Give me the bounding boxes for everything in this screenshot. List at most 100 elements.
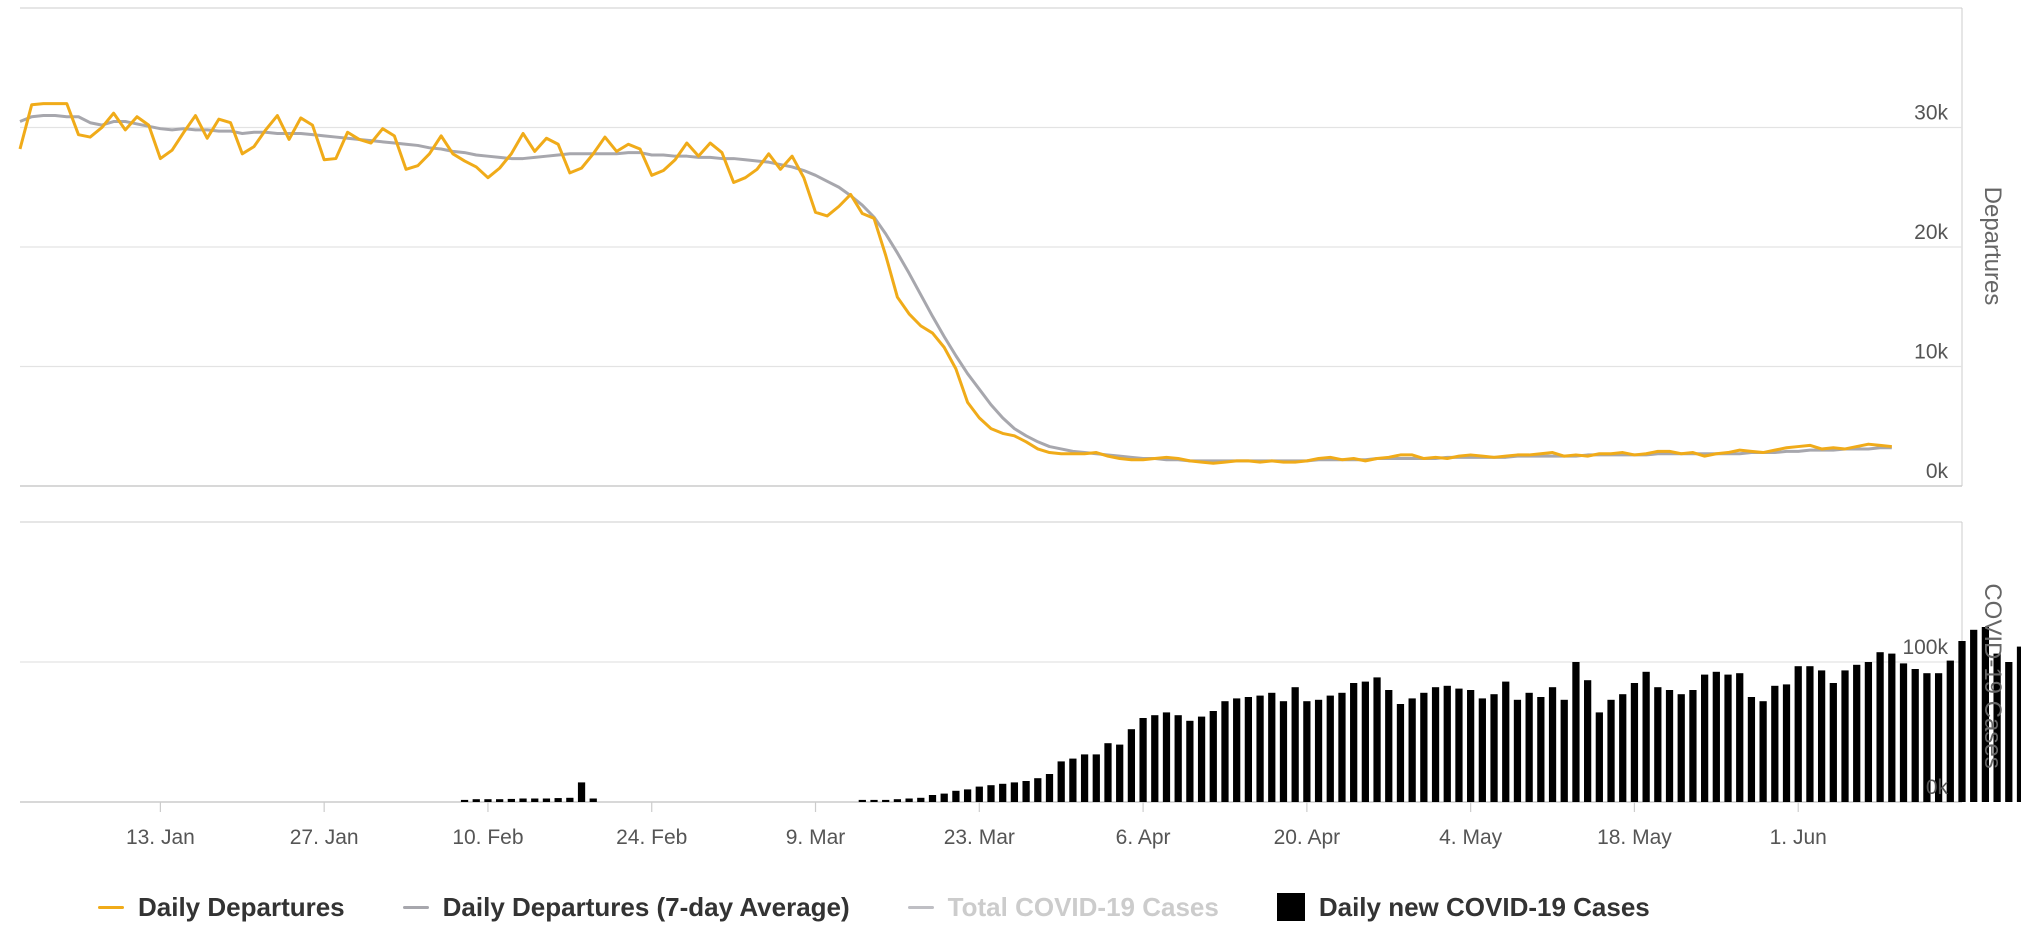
case-bar	[1373, 677, 1381, 802]
case-bar	[1899, 663, 1908, 802]
case-bar	[1619, 694, 1627, 802]
legend-item-daily-new-cases[interactable]: Daily new COVID-19 Cases	[1276, 892, 1650, 923]
x-tick-label: 1. Jun	[1770, 826, 1827, 849]
x-tick-label: 27. Jan	[290, 826, 359, 849]
case-bar	[1431, 687, 1440, 802]
case-bar	[928, 795, 937, 802]
case-bar	[1806, 666, 1814, 802]
case-bar	[1244, 697, 1252, 802]
legend: Daily Departures Daily Departures (7-day…	[0, 890, 2021, 924]
x-tick-label: 24. Feb	[616, 826, 687, 849]
case-bar	[1127, 729, 1136, 802]
case-bar	[1993, 653, 2001, 802]
case-bar	[1080, 754, 1089, 802]
case-bar	[1186, 720, 1194, 802]
case-bar	[1197, 716, 1206, 802]
x-tick-label: 9. Mar	[786, 826, 846, 849]
legend-item-7-day-average[interactable]: Daily Departures (7-day Average)	[402, 891, 850, 923]
x-tick-label: 20. Apr	[1274, 826, 1341, 849]
y-tick-labels: 0k 10k 20k 30k 0k 100k	[1902, 102, 1948, 800]
series-line-7-day-average	[19, 114, 1892, 463]
case-bar	[1934, 673, 1943, 802]
case-bar	[1572, 662, 1580, 802]
case-bar	[2016, 646, 2021, 802]
case-bar	[1092, 754, 1100, 802]
case-bar	[1747, 697, 1756, 802]
case-bar	[1174, 715, 1182, 802]
y-tick-label: 0k	[1926, 460, 1949, 483]
case-bar	[1981, 627, 1990, 802]
legend-item-daily-departures[interactable]: Daily Departures	[98, 892, 345, 923]
case-bar	[1408, 698, 1416, 802]
case-bar	[870, 799, 878, 802]
case-bar	[1689, 690, 1697, 802]
departures-axis-title: Departures	[1979, 187, 2006, 306]
case-bar	[1876, 652, 1884, 802]
case-bar	[1794, 666, 1802, 802]
case-bar	[882, 799, 890, 802]
case-bar	[1525, 692, 1533, 802]
case-bar	[999, 783, 1007, 802]
case-bar	[1478, 698, 1486, 802]
case-bar	[1139, 718, 1147, 802]
case-bar	[507, 798, 515, 802]
legend-box-icon	[1276, 893, 1305, 921]
case-bar	[1338, 692, 1346, 802]
legend-item-total-cases[interactable]: Total COVID-19 Cases	[907, 891, 1219, 923]
case-bar	[1923, 673, 1931, 802]
case-bar	[1560, 699, 1568, 802]
case-bar	[1350, 683, 1358, 802]
case-bar	[1361, 681, 1369, 802]
case-bar	[1314, 699, 1323, 802]
case-bar	[531, 798, 539, 802]
case-bar	[1677, 694, 1685, 802]
case-bar	[1970, 629, 1978, 802]
legend-label: Daily Departures	[138, 891, 345, 922]
case-bar	[1116, 744, 1124, 802]
case-bar	[1233, 698, 1241, 802]
case-bar	[1057, 761, 1065, 802]
legend-label: Total COVID-19 Cases	[947, 891, 1219, 922]
chart: 0k 10k 20k 30k 0k 100k 13. Jan 27. Jan 10. Feb 2…	[18, 7, 2021, 849]
case-bar	[1841, 670, 1849, 802]
case-bar	[1911, 669, 1919, 802]
case-bar	[1642, 671, 1650, 802]
case-bar	[1069, 758, 1077, 802]
case-bar	[1303, 701, 1311, 802]
x-tick-label: 18. May	[1597, 826, 1672, 849]
case-bar	[1490, 694, 1498, 802]
daily-new-cases-bars	[460, 627, 2021, 802]
case-bar	[554, 798, 562, 802]
case-bar	[1221, 701, 1229, 802]
case-bar	[905, 798, 913, 802]
case-bar	[1151, 715, 1159, 802]
x-tick-label: 6. Apr	[1116, 826, 1171, 849]
case-bar	[1034, 778, 1042, 802]
case-bar	[1888, 653, 1896, 802]
x-tick-label: 4. May	[1439, 826, 1503, 849]
case-bar	[1291, 687, 1299, 802]
x-tick-label: 23. Mar	[944, 826, 1015, 849]
case-bar	[1455, 688, 1463, 802]
case-bar	[1584, 680, 1592, 802]
case-bar	[1665, 690, 1674, 802]
case-bar	[1385, 690, 1393, 802]
case-bar	[1104, 743, 1112, 802]
case-bar	[1701, 674, 1709, 802]
x-tick-label: 13. Jan	[126, 826, 195, 849]
case-bar	[1268, 692, 1276, 802]
y-tick-label: 10k	[1914, 341, 1948, 364]
x-tick-label: 10. Feb	[452, 826, 523, 849]
case-bar	[1817, 670, 1826, 802]
case-bar	[1209, 711, 1217, 802]
case-bar	[1771, 685, 1779, 802]
case-bar	[1443, 685, 1451, 802]
case-bar	[589, 798, 597, 802]
case-bar	[1326, 695, 1334, 802]
grid-lines	[20, 126, 1962, 663]
legend-label: Daily Departures (7-day Average)	[442, 891, 850, 922]
case-bar	[1513, 699, 1522, 802]
cases-axis-title: COVID-19 Cases	[1979, 583, 2006, 768]
case-bar	[1279, 701, 1288, 802]
case-bar	[1864, 662, 1873, 802]
